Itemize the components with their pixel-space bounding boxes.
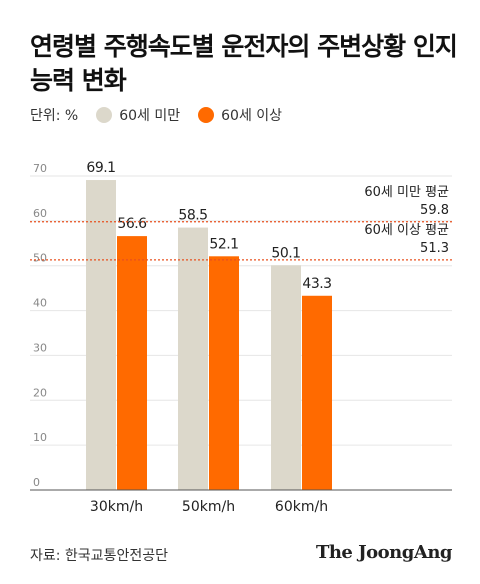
- legend-entry-60-plus: 60세 이상: [198, 105, 282, 125]
- legend-swatch-under-60: [96, 107, 113, 123]
- x-tick-label-50km-h: 50km/h: [182, 499, 235, 515]
- data-label-60km-h-series-1: 43.3: [302, 276, 331, 292]
- legend-swatch-60-plus: [198, 107, 215, 123]
- chart-title: 연령별 주행속도별 운전자의 주변상황 인지능력 변화: [30, 32, 458, 95]
- legend: 단위: % 60세 미만 60세 이상: [30, 103, 300, 127]
- data-label-50km-h-series-0: 58.5: [178, 208, 207, 224]
- y-tick-label-50: 50: [33, 252, 47, 265]
- y-tick-label-10: 10: [33, 431, 47, 444]
- data-label-60km-h-series-0: 50.1: [271, 245, 300, 261]
- reference-line-label-0: 60세 미만 평균: [364, 185, 449, 200]
- brand-logo: The JoongAng: [315, 542, 453, 563]
- y-tick-label-60: 60: [33, 207, 47, 220]
- y-tick-label-40: 40: [33, 297, 47, 310]
- reference-line-label-1: 60세 이상 평균: [364, 223, 449, 238]
- reference-line-value-0: 59.8: [420, 203, 449, 218]
- legend-entry-under-60: 60세 미만: [96, 105, 180, 125]
- x-tick-label-30km-h: 30km/h: [90, 499, 143, 515]
- reference-line-value-1: 51.3: [420, 241, 449, 256]
- data-label-30km-h-series-0: 69.1: [86, 160, 115, 176]
- y-tick-label-70: 70: [33, 162, 47, 175]
- source-note: 자료: 한국교통안전공단: [30, 548, 168, 564]
- y-tick-label-0: 0: [33, 476, 40, 489]
- data-label-30km-h-series-1: 56.6: [117, 216, 147, 232]
- bar-60km-h-series-1: [302, 295, 332, 490]
- bar-30km-h-series-0: [86, 180, 116, 490]
- legend-label-under-60: 60세 미만: [119, 108, 181, 124]
- y-tick-label-30: 30: [33, 341, 47, 354]
- y-tick-label-20: 20: [33, 386, 47, 399]
- data-label-50km-h-series-1: 52.1: [209, 236, 238, 252]
- bar-30km-h-series-1: [117, 236, 147, 490]
- bar-50km-h-series-1: [209, 256, 239, 490]
- unit-label: 단위: %: [30, 108, 79, 124]
- bar-50km-h-series-0: [178, 227, 208, 491]
- legend-label-60-plus: 60세 이상: [221, 108, 283, 124]
- x-tick-label-60km-h: 60km/h: [275, 499, 328, 515]
- bar-60km-h-series-0: [271, 265, 301, 490]
